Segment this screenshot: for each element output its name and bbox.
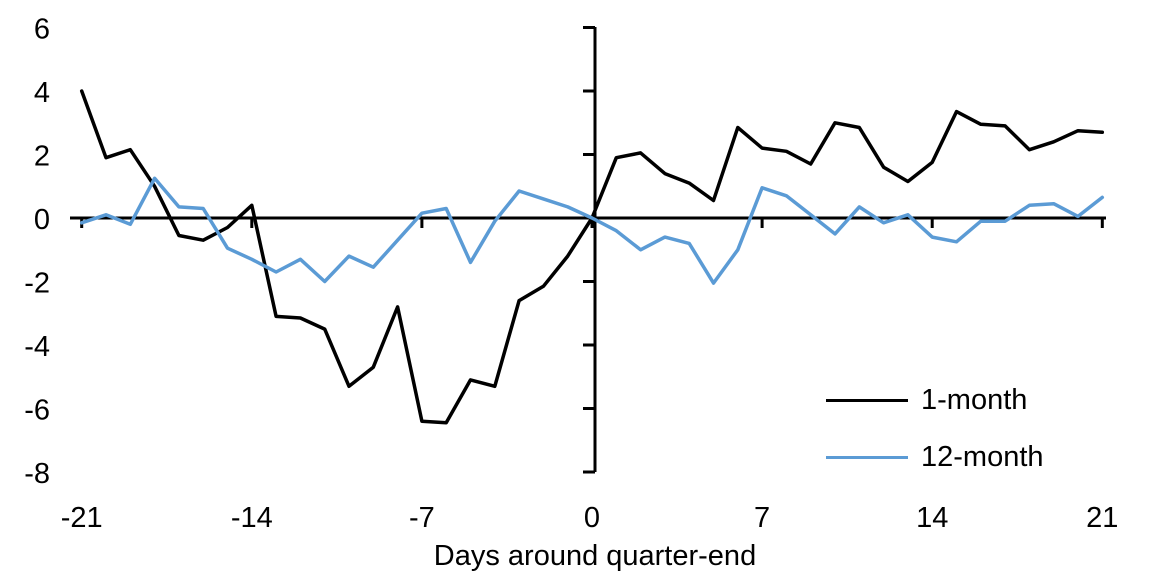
legend-item-1-month: 1-month <box>826 383 1027 417</box>
y-tick-label: -8 <box>24 458 50 490</box>
legend-label: 12-month <box>921 441 1044 473</box>
y-tick-label: -6 <box>24 395 50 427</box>
legend-label: 1-month <box>921 384 1028 416</box>
x-tick-label: 14 <box>916 502 948 534</box>
series-line-12-month <box>79 176 1105 285</box>
x-tick-label: 0 <box>584 502 600 534</box>
x-tick-label: 7 <box>754 502 770 534</box>
x-tick-label: 21 <box>1086 502 1118 534</box>
legend-item-12-month: 12-month <box>826 440 1044 474</box>
y-tick-label: -2 <box>24 268 50 300</box>
x-tick-label: -7 <box>409 502 435 534</box>
y-tick-label: -4 <box>24 331 50 363</box>
x-axis-title: Days around quarter-end <box>433 540 757 572</box>
y-tick-label: 2 <box>34 141 50 173</box>
y-tick-label: 4 <box>34 77 50 109</box>
legend-line-sample-blue <box>826 455 908 459</box>
x-tick-label: -21 <box>61 502 103 534</box>
y-tick-label: 0 <box>34 204 50 236</box>
series-line-1-month <box>79 89 1105 425</box>
y-tick-label: 6 <box>34 14 50 46</box>
legend-line-sample-black <box>826 398 908 402</box>
x-tick-label: -14 <box>231 502 273 534</box>
